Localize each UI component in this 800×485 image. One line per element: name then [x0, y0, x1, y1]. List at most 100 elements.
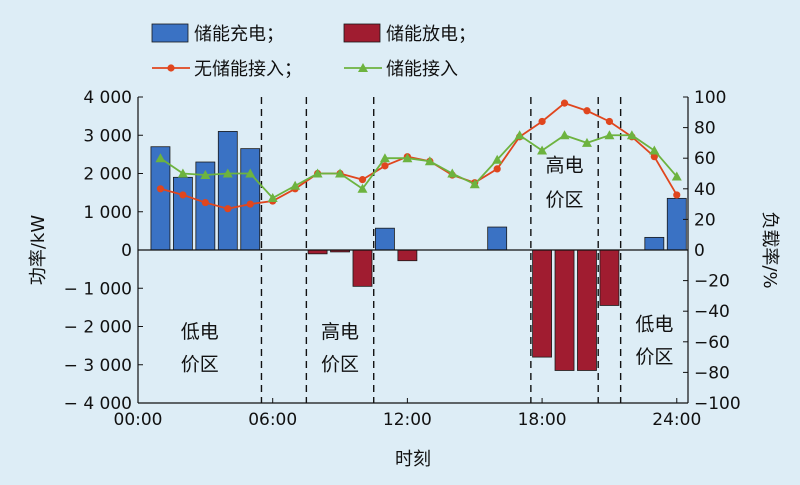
series-1-point-10 [379, 153, 390, 163]
region-label-0-line-0: 低电 [181, 321, 219, 343]
legend-label-0: 储能充电； [194, 24, 284, 45]
series-0-point-10 [381, 162, 389, 170]
series-0-point-22 [650, 153, 658, 161]
series-0-point-0 [156, 185, 165, 193]
region-label-2-line-0: 高电 [546, 155, 584, 177]
series-1-point-14 [469, 179, 480, 189]
charge-bar-4 [240, 148, 261, 251]
series-0-point-1 [179, 191, 187, 199]
series-1-point-17 [537, 145, 548, 155]
legend-swatch-1 [343, 23, 381, 43]
x-tick-label-3: 18:00 [518, 410, 567, 430]
divider-layer [260, 97, 622, 403]
series-1-point-15 [492, 154, 503, 164]
legend-swatch-0 [151, 23, 189, 43]
left-tick-label-2: 2 000 [83, 165, 132, 185]
right-tick-label-7: −40 [694, 302, 730, 322]
series-1-point-19 [581, 137, 592, 147]
legend-label-2: 无储能接入； [194, 59, 302, 80]
legend-marker-3 [358, 63, 368, 72]
right-tick-label-1: 80 [694, 119, 716, 139]
series-1-point-12 [424, 156, 435, 166]
x-axis-title: 时刻 [395, 449, 431, 470]
discharge-bar-14 [599, 249, 620, 306]
series-1-point-4 [245, 168, 256, 178]
discharge-bar-7 [352, 249, 373, 287]
charge-bar-1 [172, 176, 193, 251]
region-label-1-line-0: 高电 [321, 321, 359, 343]
left-tick-label-4: 0 [121, 241, 132, 261]
charge-bar-10 [487, 226, 508, 251]
x-tick-label-0: 00:00 [114, 410, 163, 430]
bar-layer [150, 131, 687, 371]
series-1-point-1 [177, 168, 188, 178]
legend-marker-2 [167, 64, 175, 72]
legend-label-1: 储能放电； [386, 24, 476, 45]
region-label-3-line-0: 低电 [635, 313, 673, 335]
left-tick-label-6: − 2 000 [64, 318, 132, 338]
series-1-point-5 [267, 192, 278, 202]
series-0-point-20 [605, 117, 614, 126]
right-tick-label-6: −20 [694, 272, 730, 292]
series-line-0 [160, 102, 678, 210]
series-1-point-9 [357, 183, 368, 193]
x-tick-label-1: 06:00 [248, 410, 297, 430]
series-0-point-19 [583, 107, 591, 115]
left-tick-label-0: 4 000 [83, 88, 132, 108]
y-left-axis-title: 功率/kW [28, 215, 49, 285]
y-right-axis-title: 负载率/% [759, 211, 780, 288]
axes-layer: 4 000 3 000 2 000 1 000 0 − 1 000 − 2 000 − 3 0… [28, 88, 780, 470]
charge-bar-15 [644, 236, 665, 251]
left-tick-label-1: 3 000 [83, 126, 132, 146]
discharge-bar-9 [397, 249, 418, 262]
right-tick-label-9: −80 [694, 363, 730, 383]
right-tick-label-2: 60 [694, 149, 716, 169]
series-0-point-18 [560, 99, 569, 107]
right-tick-label-4: 20 [694, 210, 716, 230]
series-1-point-11 [402, 153, 413, 163]
region-label-2-line-1: 价区 [546, 189, 584, 211]
series-0-point-15 [493, 165, 501, 173]
series-1-point-13 [447, 168, 458, 178]
series-0-point-3 [224, 205, 232, 213]
series-1-point-3 [222, 168, 233, 178]
series-0-point-4 [246, 200, 254, 208]
charge-bar-16 [666, 197, 687, 251]
series-1-point-20 [604, 130, 615, 140]
right-tick-label-0: 100 [694, 88, 726, 108]
series-1-point-6 [290, 180, 301, 190]
series-1-point-23 [671, 171, 682, 181]
series-1-point-16 [514, 130, 525, 140]
right-tick-label-10: −100 [694, 394, 741, 414]
series-1-point-0 [155, 153, 166, 163]
line-layer [155, 99, 682, 213]
right-tick-label-8: −60 [694, 333, 730, 353]
charge-bar-3 [217, 131, 238, 251]
x-tick-label-4: 24:00 [652, 410, 701, 430]
series-0-point-17 [538, 117, 546, 126]
series-1-point-18 [559, 130, 570, 140]
right-tick-label-5: 0 [694, 241, 705, 261]
series-line-1 [159, 134, 678, 200]
series-1-point-8 [335, 168, 346, 178]
legend-label-3: 储能接入 [386, 59, 458, 80]
left-tick-label-5: − 1 000 [64, 279, 132, 299]
right-tick-label-3: 40 [694, 180, 716, 200]
left-tick-label-8: − 4 000 [64, 394, 132, 414]
left-tick-label-3: 1 000 [83, 203, 132, 223]
series-1-point-21 [626, 130, 637, 140]
series-0-point-23 [673, 191, 681, 199]
series-0-point-9 [358, 176, 367, 184]
region-label-3-line-1: 价区 [635, 346, 673, 368]
discharge-bar-13 [577, 249, 597, 371]
series-0-point-2 [201, 198, 209, 207]
region-label-1-line-1: 价区 [321, 353, 359, 375]
left-tick-label-7: − 3 000 [64, 356, 132, 376]
discharge-bar-12 [554, 249, 575, 371]
region-label-0-line-1: 价区 [181, 353, 219, 375]
x-tick-label-2: 12:00 [383, 410, 432, 430]
series-1-point-22 [649, 145, 660, 155]
charge-bar-8 [375, 227, 395, 251]
